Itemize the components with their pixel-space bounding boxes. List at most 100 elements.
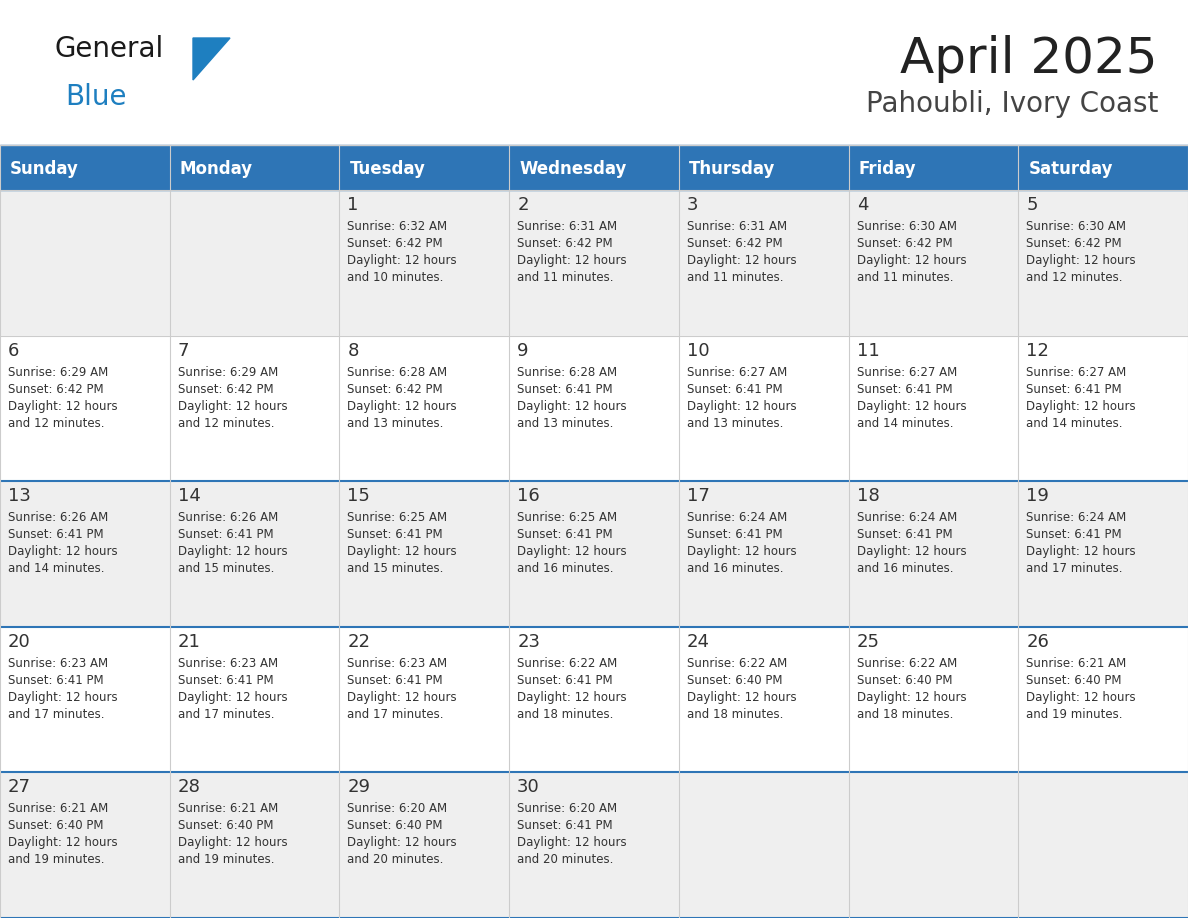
- Text: and 16 minutes.: and 16 minutes.: [857, 562, 953, 576]
- Text: Daylight: 12 hours: Daylight: 12 hours: [178, 691, 287, 704]
- Text: Sunrise: 6:22 AM: Sunrise: 6:22 AM: [517, 656, 618, 670]
- Text: Monday: Monday: [179, 160, 253, 178]
- Bar: [678, 148, 848, 190]
- Text: Sunrise: 6:22 AM: Sunrise: 6:22 AM: [687, 656, 788, 670]
- Text: Sunrise: 6:27 AM: Sunrise: 6:27 AM: [1026, 365, 1126, 378]
- Bar: [170, 148, 340, 190]
- Text: Sunrise: 6:27 AM: Sunrise: 6:27 AM: [857, 365, 956, 378]
- Text: and 14 minutes.: and 14 minutes.: [857, 417, 953, 430]
- Text: 10: 10: [687, 341, 709, 360]
- Text: Sunset: 6:41 PM: Sunset: 6:41 PM: [517, 528, 613, 542]
- Bar: [678, 772, 848, 918]
- Bar: [170, 336, 340, 481]
- Text: Sunset: 6:42 PM: Sunset: 6:42 PM: [347, 237, 443, 250]
- Text: Daylight: 12 hours: Daylight: 12 hours: [517, 545, 627, 558]
- Text: Sunset: 6:41 PM: Sunset: 6:41 PM: [1026, 528, 1121, 542]
- Text: Sunset: 6:41 PM: Sunset: 6:41 PM: [857, 528, 953, 542]
- Text: Daylight: 12 hours: Daylight: 12 hours: [1026, 691, 1136, 704]
- Bar: [510, 627, 678, 772]
- Text: Daylight: 12 hours: Daylight: 12 hours: [178, 399, 287, 412]
- Bar: [1018, 772, 1188, 918]
- Text: Daylight: 12 hours: Daylight: 12 hours: [687, 691, 796, 704]
- Text: Sunset: 6:41 PM: Sunset: 6:41 PM: [517, 820, 613, 833]
- Text: Sunset: 6:40 PM: Sunset: 6:40 PM: [1026, 674, 1121, 687]
- Bar: [678, 190, 848, 336]
- Text: and 18 minutes.: and 18 minutes.: [517, 708, 613, 721]
- Text: Sunrise: 6:23 AM: Sunrise: 6:23 AM: [347, 656, 448, 670]
- Text: Sunset: 6:41 PM: Sunset: 6:41 PM: [178, 528, 273, 542]
- Text: Sunset: 6:41 PM: Sunset: 6:41 PM: [8, 528, 103, 542]
- Bar: [848, 772, 1018, 918]
- Text: 4: 4: [857, 196, 868, 214]
- Text: and 17 minutes.: and 17 minutes.: [8, 708, 105, 721]
- Text: 1: 1: [347, 196, 359, 214]
- Text: 3: 3: [687, 196, 699, 214]
- Text: Sunrise: 6:24 AM: Sunrise: 6:24 AM: [1026, 511, 1126, 524]
- Text: Sunrise: 6:32 AM: Sunrise: 6:32 AM: [347, 220, 448, 233]
- Text: Daylight: 12 hours: Daylight: 12 hours: [857, 399, 966, 412]
- Text: Sunset: 6:41 PM: Sunset: 6:41 PM: [857, 383, 953, 396]
- Bar: [0, 336, 170, 481]
- Text: Daylight: 12 hours: Daylight: 12 hours: [687, 399, 796, 412]
- Text: Sunrise: 6:30 AM: Sunrise: 6:30 AM: [857, 220, 956, 233]
- Text: Sunday: Sunday: [10, 160, 78, 178]
- Bar: [340, 336, 510, 481]
- Bar: [510, 190, 678, 336]
- Text: Sunset: 6:41 PM: Sunset: 6:41 PM: [687, 528, 783, 542]
- Text: and 13 minutes.: and 13 minutes.: [517, 417, 613, 430]
- Text: and 17 minutes.: and 17 minutes.: [178, 708, 274, 721]
- Text: 24: 24: [687, 633, 710, 651]
- Text: and 12 minutes.: and 12 minutes.: [1026, 271, 1123, 284]
- Text: 14: 14: [178, 487, 201, 505]
- Bar: [0, 145, 1188, 148]
- Text: and 15 minutes.: and 15 minutes.: [178, 562, 274, 576]
- Text: 6: 6: [8, 341, 19, 360]
- Bar: [678, 627, 848, 772]
- Text: Sunset: 6:41 PM: Sunset: 6:41 PM: [347, 528, 443, 542]
- Text: and 17 minutes.: and 17 minutes.: [347, 708, 444, 721]
- Text: Sunrise: 6:20 AM: Sunrise: 6:20 AM: [347, 802, 448, 815]
- Text: and 16 minutes.: and 16 minutes.: [687, 562, 783, 576]
- Bar: [510, 336, 678, 481]
- Text: Sunset: 6:41 PM: Sunset: 6:41 PM: [8, 674, 103, 687]
- Text: Daylight: 12 hours: Daylight: 12 hours: [347, 545, 457, 558]
- Text: Sunset: 6:40 PM: Sunset: 6:40 PM: [687, 674, 783, 687]
- Text: Daylight: 12 hours: Daylight: 12 hours: [178, 836, 287, 849]
- Text: Daylight: 12 hours: Daylight: 12 hours: [8, 691, 118, 704]
- Bar: [0, 190, 170, 336]
- Text: Daylight: 12 hours: Daylight: 12 hours: [857, 545, 966, 558]
- Bar: [1018, 481, 1188, 627]
- Text: Thursday: Thursday: [689, 160, 776, 178]
- Text: Sunrise: 6:24 AM: Sunrise: 6:24 AM: [687, 511, 788, 524]
- Text: Daylight: 12 hours: Daylight: 12 hours: [347, 399, 457, 412]
- Text: Sunrise: 6:29 AM: Sunrise: 6:29 AM: [8, 365, 108, 378]
- Bar: [678, 481, 848, 627]
- Text: Sunrise: 6:26 AM: Sunrise: 6:26 AM: [8, 511, 108, 524]
- Bar: [510, 481, 678, 627]
- Text: Daylight: 12 hours: Daylight: 12 hours: [687, 254, 796, 267]
- Text: Sunset: 6:42 PM: Sunset: 6:42 PM: [347, 383, 443, 396]
- Text: Daylight: 12 hours: Daylight: 12 hours: [347, 836, 457, 849]
- Text: Daylight: 12 hours: Daylight: 12 hours: [8, 545, 118, 558]
- Text: Sunrise: 6:30 AM: Sunrise: 6:30 AM: [1026, 220, 1126, 233]
- Text: Sunrise: 6:24 AM: Sunrise: 6:24 AM: [857, 511, 956, 524]
- Bar: [170, 772, 340, 918]
- Bar: [678, 336, 848, 481]
- Text: 17: 17: [687, 487, 709, 505]
- Text: 22: 22: [347, 633, 371, 651]
- Bar: [340, 190, 510, 336]
- Text: and 19 minutes.: and 19 minutes.: [178, 854, 274, 867]
- Text: 2: 2: [517, 196, 529, 214]
- Text: and 14 minutes.: and 14 minutes.: [8, 562, 105, 576]
- Bar: [848, 148, 1018, 190]
- Bar: [510, 772, 678, 918]
- Text: 18: 18: [857, 487, 879, 505]
- Text: 21: 21: [178, 633, 201, 651]
- Bar: [510, 148, 678, 190]
- Text: Blue: Blue: [65, 83, 126, 111]
- Text: 11: 11: [857, 341, 879, 360]
- Text: Daylight: 12 hours: Daylight: 12 hours: [347, 691, 457, 704]
- Text: Saturday: Saturday: [1029, 160, 1113, 178]
- Text: Sunrise: 6:29 AM: Sunrise: 6:29 AM: [178, 365, 278, 378]
- Bar: [340, 481, 510, 627]
